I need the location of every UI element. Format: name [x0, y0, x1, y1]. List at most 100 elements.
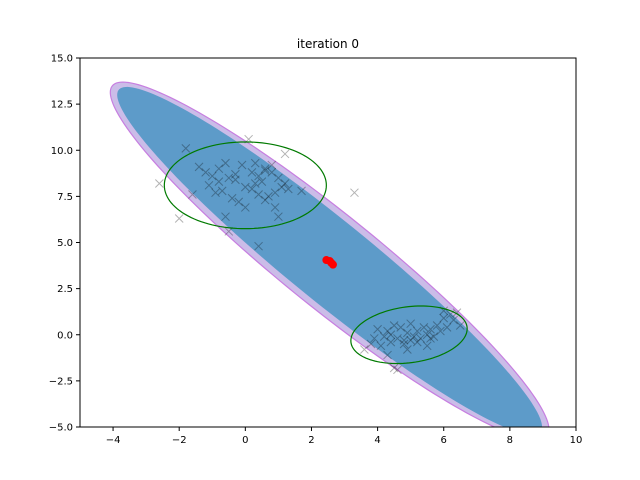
x-tick-label: 0 [242, 435, 248, 446]
y-tick-label: 2.5 [57, 284, 73, 295]
data-point-cluster-upper-left [240, 182, 250, 192]
data-point-cluster-lower-right [403, 328, 412, 338]
data-point-cluster-lower-right [393, 365, 402, 375]
data-point-cluster-lower-right [383, 350, 392, 360]
data-point-cluster-upper-left [214, 177, 224, 186]
data-point-cluster-lower-right [426, 334, 435, 343]
data-point-cluster-lower-right [373, 324, 382, 334]
y-tick-label: −5.0 [49, 423, 73, 434]
data-point-cluster-upper-left [254, 171, 263, 181]
data-point-cluster-lower-right [422, 341, 432, 351]
data-point-cluster-upper-left [207, 171, 217, 181]
data-point-cluster-upper-left [155, 179, 164, 188]
data-point-cluster-upper-left [274, 173, 283, 183]
data-point-cluster-upper-left [267, 168, 277, 177]
data-point-cluster-upper-left [280, 179, 290, 188]
x-tick-label: 6 [441, 435, 447, 446]
y-tick-label: 0.0 [57, 330, 73, 341]
x-tick-label: 8 [507, 435, 513, 446]
x-tick-label: −2 [172, 435, 187, 446]
data-point-cluster-lower-right [436, 326, 445, 336]
data-point-cluster-upper-left [264, 192, 273, 201]
data-point-cluster-upper-left [283, 184, 293, 194]
data-point-cluster-upper-left [201, 168, 211, 177]
data-point-cluster-lower-right [412, 326, 422, 336]
data-point-cluster-upper-left [214, 164, 224, 174]
data-point-cluster-upper-left [181, 144, 191, 153]
x-tick-label: −4 [106, 435, 121, 446]
data-point-cluster-lower-right [389, 321, 399, 330]
data-point-cluster-lower-right [396, 323, 406, 332]
data-point-cluster-upper-left [217, 186, 227, 196]
data-point-cluster-upper-left [350, 188, 359, 198]
data-point-cluster-upper-left [204, 180, 214, 190]
data-point-cluster-upper-left [274, 212, 283, 222]
data-point-cluster-lower-right [409, 332, 419, 341]
y-axis: −5.0 −2.5 0.0 2.5 5.0 7.5 10.0 12.5 15.0 [49, 54, 80, 434]
x-axis: −4 −2 0 2 4 6 8 10 [106, 427, 583, 446]
data-point-cluster-lower-right [412, 337, 422, 347]
data-point-cluster-lower-right [379, 332, 389, 341]
data-point-cluster-upper-left [270, 188, 280, 198]
chart-title: iteration 0 [297, 37, 359, 51]
y-tick-label: 15.0 [51, 54, 73, 65]
plot-area [109, 81, 550, 427]
data-point-cluster-upper-left [280, 149, 290, 159]
data-point-cluster-lower-right [399, 339, 409, 349]
data-point-cluster-upper-left [257, 177, 267, 186]
data-point-cluster-lower-right [416, 334, 425, 343]
data-point-cluster-upper-left [231, 169, 240, 179]
data-point-cluster-upper-left [277, 182, 287, 192]
data-point-cluster-upper-left [297, 186, 306, 196]
data-point-cluster-upper-left [224, 227, 234, 236]
y-tick-label: 5.0 [57, 238, 73, 249]
data-point-cluster-lower-right [439, 313, 449, 323]
data-point-cluster-lower-right [426, 324, 435, 334]
data-point-cluster-upper-left [231, 175, 240, 185]
data-point-cluster-upper-left [224, 173, 234, 183]
data-point-cluster-lower-right [383, 326, 392, 336]
y-tick-label: −2.5 [49, 376, 73, 387]
data-point-cluster-lower-right [393, 334, 402, 343]
center-point [328, 260, 337, 269]
data-point-cluster-lower-right [403, 345, 412, 354]
data-point-cluster-lower-right [422, 330, 432, 340]
data-point-cluster-upper-left [174, 214, 184, 223]
y-tick-label: 12.5 [51, 100, 73, 111]
cluster-ellipse-lower [350, 305, 468, 365]
data-point-cluster-upper-left [234, 197, 244, 207]
data-point-cluster-upper-left [221, 158, 230, 168]
x-tick-label: 4 [374, 435, 380, 446]
y-tick-label: 7.5 [57, 192, 73, 203]
data-point-cluster-upper-left [240, 203, 250, 212]
data-point-cluster-upper-left [188, 190, 197, 199]
data-point-cluster-lower-right [399, 335, 409, 345]
data-point-cluster-upper-left [247, 168, 257, 177]
data-point-cluster-upper-left [247, 184, 257, 194]
data-point-cluster-lower-right [386, 330, 396, 340]
data-point-cluster-upper-left [260, 195, 270, 205]
data-point-cluster-lower-right [366, 339, 376, 349]
cluster-ellipse-upper [163, 141, 327, 230]
data-point-cluster-upper-left [227, 193, 237, 203]
data-point-cluster-upper-left [211, 188, 220, 198]
data-point-cluster-lower-right [419, 323, 429, 332]
data-point-cluster-lower-right [455, 321, 465, 330]
data-point-cluster-upper-left [270, 203, 280, 212]
data-point-cluster-upper-left [237, 160, 247, 170]
x-tick-label: 2 [308, 435, 314, 446]
data-point-cluster-lower-right [360, 345, 369, 354]
data-point-cluster-upper-left [254, 241, 263, 251]
data-point-cluster-lower-right [376, 341, 386, 351]
x-tick-label: 10 [570, 435, 583, 446]
data-point-cluster-lower-right [406, 335, 416, 345]
data-point-cluster-lower-right [406, 319, 416, 329]
data-point-cluster-upper-left [260, 164, 270, 174]
data-point-cluster-upper-left [260, 166, 270, 175]
y-tick-label: 10.0 [51, 146, 73, 157]
data-point-cluster-lower-right [449, 315, 459, 325]
data-point-cluster-lower-right [386, 337, 396, 347]
data-point-cluster-lower-right [369, 334, 379, 343]
data-point-cluster-upper-left [250, 158, 260, 168]
